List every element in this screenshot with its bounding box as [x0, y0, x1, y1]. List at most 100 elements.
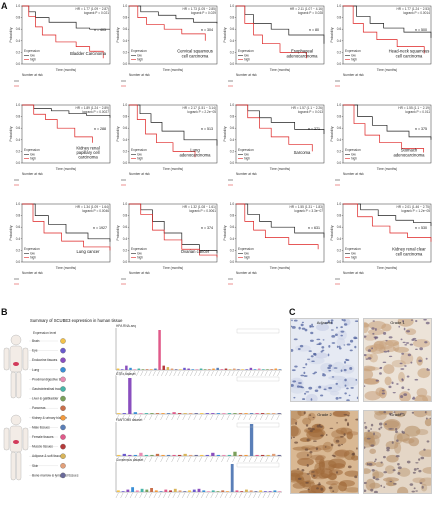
tissue-bar	[120, 369, 124, 370]
km-logrank-p: logrank P = 0.029	[191, 11, 216, 15]
cell-nucleus	[312, 416, 315, 419]
km-plot-frame	[128, 203, 218, 263]
km-legend-high: high	[30, 58, 36, 62]
bar-chart-title: GTEx dataset	[116, 372, 136, 376]
organ-highlight-female	[13, 440, 19, 444]
cell-nucleus	[341, 319, 344, 321]
stain-patch	[417, 368, 431, 379]
stain-patch	[367, 329, 385, 336]
tissue-tick	[177, 492, 181, 499]
bar-chart-title: Consensus dataset	[116, 458, 143, 462]
cell-nucleus	[304, 392, 307, 395]
cell-nucleus	[336, 422, 338, 424]
y-tick-label: 0.2	[230, 149, 235, 153]
stain-patch	[322, 441, 333, 453]
tissue-tick	[259, 456, 263, 463]
km-cancer-type: Esophageal	[291, 49, 313, 54]
cell-nucleus	[384, 423, 387, 426]
km-legend-low: low	[30, 54, 35, 58]
tissue-tick	[144, 370, 148, 377]
y-tick-label: 1.0	[123, 4, 128, 8]
y-axis-label: Probability	[330, 225, 334, 240]
y-tick-label: 0.4	[230, 138, 235, 142]
tissue-bar	[161, 413, 165, 414]
cell-nucleus	[306, 464, 309, 467]
cell-nucleus	[312, 352, 316, 356]
km-plot: 0.0 0.2 0.4 0.6 0.8 1.0 Probability Time (month…	[8, 101, 114, 199]
cell-nucleus	[367, 349, 371, 352]
y-tick-label: 0.6	[337, 126, 342, 130]
cell-nucleus	[347, 422, 349, 425]
tissue-tick	[139, 492, 143, 499]
cell-nucleus	[300, 323, 304, 327]
y-tick-label: 0.4	[337, 138, 342, 142]
stain-patch	[364, 437, 375, 445]
cell-nucleus	[331, 342, 336, 344]
tissue-tick	[115, 492, 119, 499]
km-hazard-ratio: HR = 1.57 (1.1 − 2.26)	[291, 106, 323, 110]
stain-patch	[296, 451, 313, 460]
cell-nucleus	[333, 454, 336, 458]
y-tick-label: 1.0	[337, 202, 342, 206]
km-curve-low	[343, 203, 432, 227]
tissue-bar	[237, 369, 240, 370]
y-tick-label: 0.4	[337, 39, 342, 43]
tissue-tick	[271, 456, 274, 463]
stain-patch	[365, 345, 378, 353]
km-plot-frame	[342, 104, 432, 164]
stain-patch	[291, 470, 304, 476]
cell-nucleus	[320, 487, 324, 491]
stain-patch	[310, 469, 319, 479]
cell-nucleus	[372, 320, 375, 322]
tissue-tick	[254, 414, 258, 421]
km-plot-frame	[21, 203, 111, 263]
cell-nucleus	[347, 414, 350, 417]
tissue-tick	[127, 456, 130, 463]
cell-nucleus	[370, 444, 375, 447]
stain-patch	[369, 352, 378, 363]
x-axis-label: Time (months)	[56, 68, 76, 72]
km-risk-label: Number at risk	[129, 271, 150, 275]
cell-nucleus	[344, 418, 348, 422]
y-tick-label: 0.2	[16, 50, 21, 54]
y-tick-label: 0.0	[16, 62, 21, 66]
bar-chart-legend-box	[236, 462, 280, 468]
cell-nucleus	[368, 462, 373, 466]
km-legend-title: Expression	[345, 247, 361, 251]
tissue-legend-label: Gastrointestinal tract	[32, 387, 61, 391]
y-axis-label: Probability	[223, 27, 227, 42]
cell-nucleus	[364, 353, 367, 357]
km-legend-title: Expression	[238, 148, 254, 152]
cell-nucleus	[305, 481, 309, 484]
tissue-tick	[226, 456, 230, 463]
tissue-bar	[150, 454, 154, 456]
tissue-bar	[195, 369, 199, 370]
body-silhouette-male	[3, 334, 29, 399]
tissue-bar-chart: Consensus dataset	[115, 458, 282, 499]
km-legend-title: Expression	[345, 148, 361, 152]
cell-nucleus	[419, 347, 423, 351]
bar-chart-legend-box	[236, 422, 280, 428]
cell-nucleus	[415, 319, 418, 323]
cell-nucleus	[364, 422, 367, 424]
tissue-tick	[186, 492, 190, 499]
cell-nucleus	[364, 481, 367, 485]
cell-nucleus	[307, 427, 312, 430]
y-tick-label: 0.6	[337, 27, 342, 31]
tissue-bar	[222, 413, 226, 414]
tissue-tick	[193, 456, 197, 463]
cell-nucleus	[301, 327, 306, 330]
stain-patch	[385, 477, 393, 486]
km-risk-label: Number at risk	[129, 73, 150, 77]
tissue-bar	[244, 413, 248, 414]
tissue-bar	[131, 487, 135, 492]
cell-nucleus	[364, 446, 366, 449]
km-legend-high: high	[137, 256, 143, 260]
stain-patch	[397, 319, 414, 327]
km-cancer-type: Ovarian cancer	[181, 249, 210, 254]
cell-nucleus	[328, 486, 333, 490]
tissue-tick	[210, 414, 213, 421]
stain-patch	[364, 378, 380, 385]
km-legend-title: Expression	[24, 148, 40, 152]
cell-nucleus	[309, 429, 313, 433]
